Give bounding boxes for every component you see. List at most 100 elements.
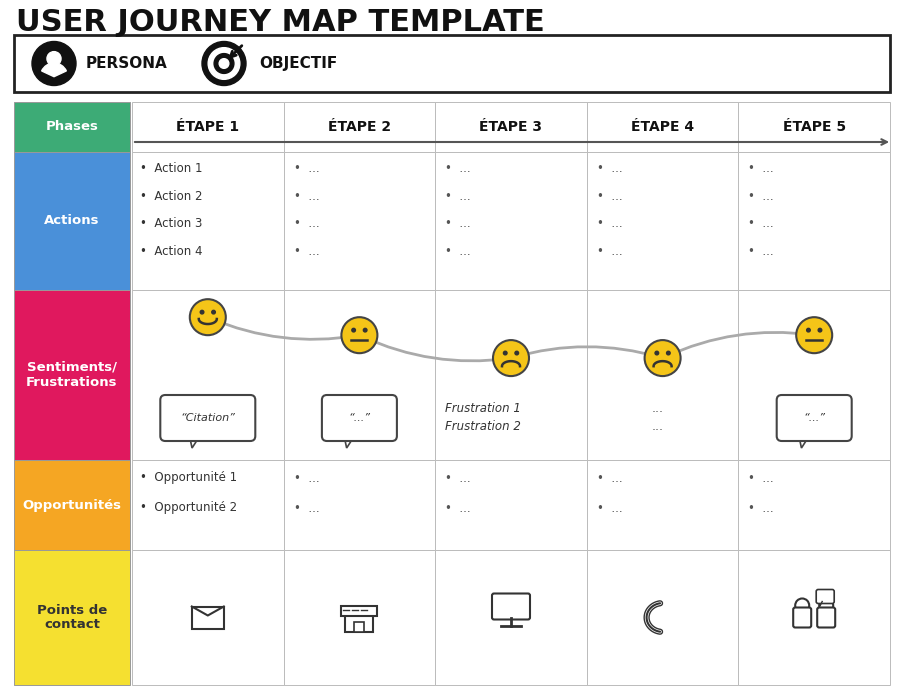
Text: •  ...: • ... bbox=[748, 472, 773, 484]
Circle shape bbox=[341, 317, 377, 354]
FancyBboxPatch shape bbox=[160, 395, 255, 441]
Circle shape bbox=[503, 351, 507, 355]
Text: “...”: “...” bbox=[802, 413, 824, 423]
Bar bbox=[738, 550, 889, 685]
Text: •  Action 2: • Action 2 bbox=[140, 190, 202, 203]
Text: •  ...: • ... bbox=[444, 245, 470, 258]
Text: •  Action 4: • Action 4 bbox=[140, 245, 202, 258]
Circle shape bbox=[32, 41, 76, 85]
Text: Frustration 1: Frustration 1 bbox=[444, 402, 520, 416]
Text: •  ...: • ... bbox=[444, 162, 470, 175]
Bar bbox=[14, 550, 130, 685]
Text: ÉTAPE 3: ÉTAPE 3 bbox=[479, 120, 542, 134]
Circle shape bbox=[644, 340, 680, 376]
Text: PERSONA: PERSONA bbox=[86, 56, 168, 71]
Text: •  ...: • ... bbox=[596, 245, 622, 258]
Circle shape bbox=[47, 52, 61, 66]
Text: “...”: “...” bbox=[348, 413, 370, 423]
Text: •  ...: • ... bbox=[748, 217, 773, 230]
Bar bbox=[329, 431, 389, 435]
Circle shape bbox=[796, 317, 832, 354]
Bar bbox=[284, 460, 434, 550]
Polygon shape bbox=[189, 434, 200, 448]
Polygon shape bbox=[797, 434, 810, 448]
Text: Actions: Actions bbox=[44, 214, 99, 228]
Bar bbox=[434, 460, 586, 550]
Text: •  ...: • ... bbox=[596, 501, 622, 514]
Text: •  ...: • ... bbox=[596, 217, 622, 230]
Bar bbox=[586, 290, 738, 460]
Text: •  ...: • ... bbox=[444, 501, 470, 514]
FancyBboxPatch shape bbox=[491, 594, 529, 620]
Bar bbox=[434, 102, 586, 152]
Bar bbox=[738, 290, 889, 460]
FancyBboxPatch shape bbox=[792, 608, 810, 627]
Bar bbox=[284, 550, 434, 685]
Circle shape bbox=[211, 310, 215, 314]
Bar bbox=[738, 152, 889, 290]
Circle shape bbox=[201, 41, 246, 85]
Circle shape bbox=[351, 328, 355, 332]
Bar bbox=[132, 460, 284, 550]
Polygon shape bbox=[343, 434, 355, 448]
Circle shape bbox=[190, 299, 226, 335]
Bar bbox=[14, 290, 130, 460]
Circle shape bbox=[214, 54, 234, 74]
Bar bbox=[14, 102, 130, 152]
Circle shape bbox=[655, 351, 658, 355]
Bar bbox=[132, 152, 284, 290]
Text: ÉTAPE 5: ÉTAPE 5 bbox=[782, 120, 845, 134]
Bar bbox=[284, 152, 434, 290]
Bar bbox=[284, 102, 434, 152]
Text: Sentiments/
Frustrations: Sentiments/ Frustrations bbox=[26, 361, 117, 389]
Bar bbox=[167, 431, 248, 435]
Text: “Citation”: “Citation” bbox=[181, 413, 235, 423]
Bar bbox=[586, 460, 738, 550]
Text: ...: ... bbox=[651, 421, 663, 433]
Circle shape bbox=[805, 328, 809, 332]
Text: •  Opportunité 1: • Opportunité 1 bbox=[140, 472, 237, 484]
Text: •  ...: • ... bbox=[293, 190, 319, 203]
Bar bbox=[132, 550, 284, 685]
Text: •  ...: • ... bbox=[596, 472, 622, 484]
Text: •  ...: • ... bbox=[293, 501, 319, 514]
Circle shape bbox=[208, 48, 239, 79]
Bar bbox=[738, 102, 889, 152]
Bar bbox=[14, 35, 889, 92]
Circle shape bbox=[515, 351, 518, 355]
FancyBboxPatch shape bbox=[816, 608, 834, 627]
Circle shape bbox=[817, 328, 821, 332]
Bar bbox=[354, 622, 364, 631]
Bar bbox=[132, 102, 284, 152]
Text: •  ...: • ... bbox=[748, 245, 773, 258]
Circle shape bbox=[219, 59, 228, 69]
Text: ÉTAPE 4: ÉTAPE 4 bbox=[630, 120, 694, 134]
Bar bbox=[14, 152, 130, 290]
Bar bbox=[14, 460, 130, 550]
Text: •  ...: • ... bbox=[596, 162, 622, 175]
Text: •  Opportunité 2: • Opportunité 2 bbox=[140, 501, 237, 514]
Circle shape bbox=[363, 328, 367, 332]
Text: USER JOURNEY MAP TEMPLATE: USER JOURNEY MAP TEMPLATE bbox=[16, 8, 545, 37]
Text: •  ...: • ... bbox=[596, 190, 622, 203]
Circle shape bbox=[666, 351, 669, 355]
Text: ...: ... bbox=[651, 402, 663, 416]
Text: •  ...: • ... bbox=[748, 162, 773, 175]
Text: OBJECTIF: OBJECTIF bbox=[259, 56, 337, 71]
Bar bbox=[345, 613, 373, 631]
Text: •  ...: • ... bbox=[444, 190, 470, 203]
Bar bbox=[586, 152, 738, 290]
Bar bbox=[341, 606, 377, 615]
Text: •  ...: • ... bbox=[444, 217, 470, 230]
Text: ÉTAPE 2: ÉTAPE 2 bbox=[328, 120, 390, 134]
Text: Frustration 2: Frustration 2 bbox=[444, 421, 520, 433]
Text: •  ...: • ... bbox=[293, 162, 319, 175]
Bar bbox=[586, 102, 738, 152]
Circle shape bbox=[200, 310, 203, 314]
Bar bbox=[783, 431, 843, 435]
FancyBboxPatch shape bbox=[815, 589, 833, 603]
Text: Points de
contact: Points de contact bbox=[37, 603, 107, 631]
Text: •  ...: • ... bbox=[293, 472, 319, 484]
Bar bbox=[434, 152, 586, 290]
Circle shape bbox=[795, 598, 808, 612]
